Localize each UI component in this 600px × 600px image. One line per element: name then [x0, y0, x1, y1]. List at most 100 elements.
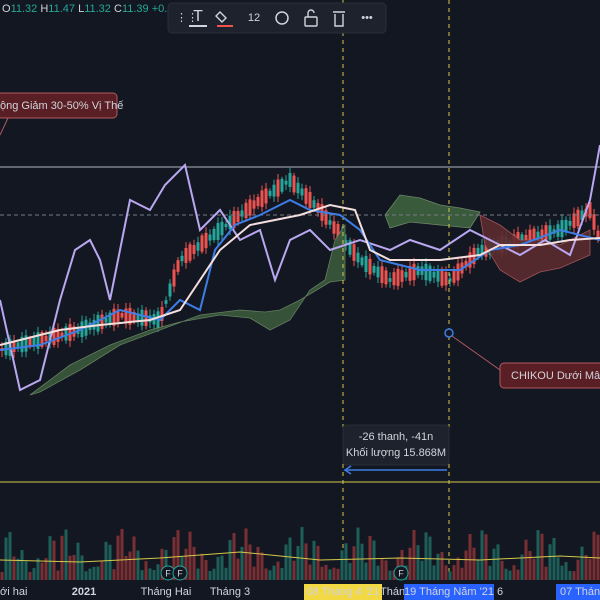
candle-body [380, 266, 384, 284]
volume-bar [212, 568, 216, 580]
x-highlight-label: 07 Tháng [560, 586, 600, 598]
candle-body [336, 224, 340, 241]
volume-bar [304, 543, 308, 580]
candle-body [192, 244, 196, 255]
volume-bar [220, 555, 224, 580]
candle-body [560, 220, 564, 238]
fill-tool[interactable] [215, 11, 227, 23]
marker-label: F [398, 568, 404, 578]
volume-bar [424, 532, 428, 580]
volume-bar [492, 548, 496, 580]
lock-button[interactable] [304, 16, 318, 27]
x-tick-label: Tháng Hai [141, 586, 192, 598]
volume-bar [248, 544, 252, 580]
label: O [2, 3, 11, 15]
candle-body [24, 335, 28, 352]
candle-body [96, 314, 100, 332]
candle-body [588, 201, 592, 219]
volume-bar [472, 547, 476, 580]
candle-body [300, 188, 304, 196]
candle-body [12, 340, 16, 353]
annotation-box[interactable] [499, 362, 600, 389]
x-tick-label: ới hai [0, 586, 27, 598]
annotation-pointer [451, 335, 501, 371]
candle-body [208, 234, 212, 241]
volume-bar [108, 544, 112, 580]
candle-body [252, 200, 256, 209]
volume-bar [44, 558, 48, 580]
candle-body [484, 240, 488, 257]
marker[interactable] [393, 565, 409, 581]
volume-bar [244, 528, 248, 580]
candle-body [216, 223, 220, 240]
volume-bar [280, 567, 284, 580]
candle-body [60, 332, 64, 337]
volume-bar [120, 528, 124, 580]
volume-bar [268, 570, 272, 580]
volume-bar [572, 571, 576, 580]
volume-bar [588, 558, 592, 580]
candle-body [260, 190, 264, 207]
candle-body [272, 184, 276, 197]
candle-body [532, 228, 536, 245]
drag-handle[interactable]: ⋮⋮ [176, 12, 198, 24]
candle-body [304, 188, 308, 204]
candle-body [456, 263, 460, 281]
candle-body [244, 202, 248, 219]
volume-bar [476, 559, 480, 580]
volume-bar [460, 567, 464, 580]
volume-bar [24, 561, 28, 580]
volume-bar [112, 569, 116, 580]
anchor-point[interactable] [444, 328, 454, 338]
volume-bar [376, 565, 380, 580]
volume-bar [0, 572, 4, 580]
volume-bar [568, 571, 572, 580]
volume-bar [548, 544, 552, 580]
settings-button[interactable] [275, 11, 289, 25]
candle-body [412, 263, 416, 281]
candle-body [576, 209, 580, 227]
candle-body [564, 219, 568, 233]
volume-bar [524, 539, 528, 580]
candle-body [348, 240, 352, 255]
candle-body [444, 271, 448, 286]
candle-body [36, 332, 40, 349]
candle-body [476, 247, 480, 257]
volume-bar [484, 534, 488, 580]
volume-bar [388, 570, 392, 580]
volume-bar [580, 546, 584, 580]
value: 11.47 [48, 3, 75, 15]
volume-bar [128, 551, 132, 580]
candle-body [396, 268, 400, 286]
volume-bar [184, 548, 188, 580]
volume-bar [372, 540, 376, 580]
candle-body [332, 221, 336, 234]
volume-bar [208, 570, 212, 580]
candle-body [212, 228, 216, 241]
font-size[interactable]: 12 [248, 12, 260, 24]
x-highlight-yellow [304, 584, 382, 600]
annotation-box[interactable] [0, 92, 118, 119]
candle-body [376, 266, 380, 278]
candle-body [520, 234, 524, 245]
text-tool[interactable]: T [193, 8, 203, 25]
candle-body [44, 335, 48, 342]
label: C [114, 3, 122, 15]
volume-bar [152, 570, 156, 580]
ichimoku-cloud-green [29, 223, 346, 396]
marker[interactable] [172, 565, 188, 581]
candle-body [32, 336, 36, 347]
volume-bar [288, 537, 292, 580]
volume-bar [92, 566, 96, 580]
volume-bar [156, 564, 160, 580]
more-button[interactable]: ••• [361, 12, 373, 24]
volume-bar [556, 557, 560, 580]
delete-button[interactable] [333, 11, 345, 27]
volume-bar [84, 571, 88, 580]
volume-bar [464, 550, 468, 580]
volume-bar [520, 554, 524, 580]
candle-body [424, 263, 428, 281]
marker-label: F [165, 568, 171, 578]
ohlc-legend: O11.32 H11.47 L11.32 C11.39 +0.08 [2, 3, 180, 15]
candle-body [388, 278, 392, 282]
